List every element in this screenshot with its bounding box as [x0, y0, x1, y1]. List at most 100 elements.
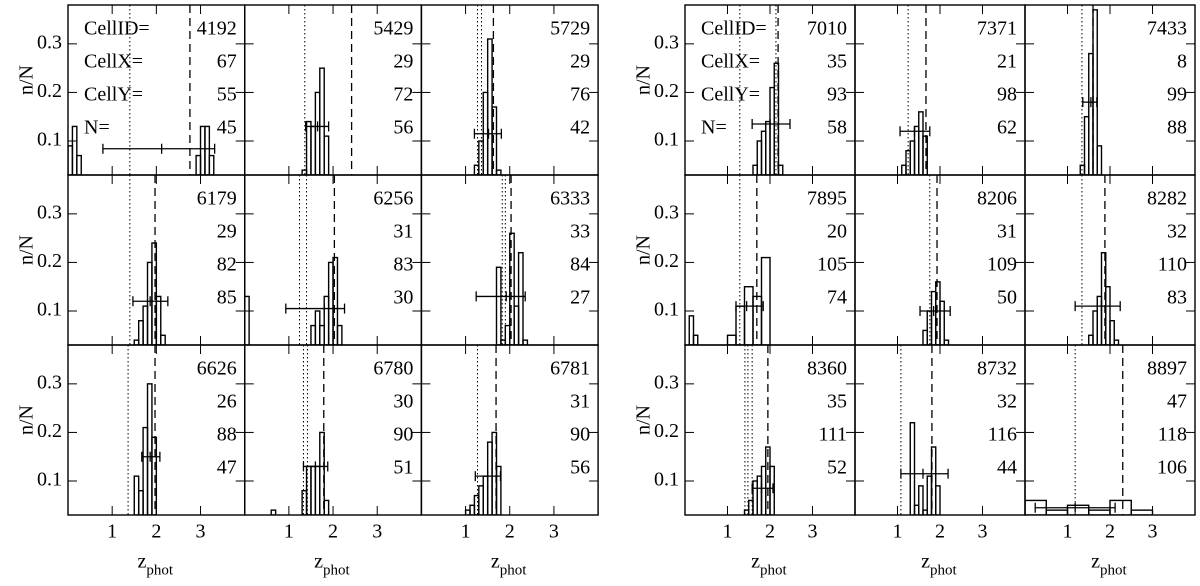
cell-value: 85 [217, 287, 237, 309]
plot-area [900, 345, 949, 515]
histogram-bar [909, 422, 916, 515]
x-tick-label: 1 [107, 521, 117, 543]
cell-value: 31 [570, 391, 590, 413]
cell-value: 4192 [197, 18, 237, 40]
y-tick-label: 0.1 [37, 469, 62, 491]
cell-label: CellX= [84, 51, 143, 73]
histogram-bar [76, 154, 82, 175]
plot-area [301, 5, 353, 175]
cell-value: 83 [393, 254, 413, 276]
cell-value: 109 [987, 254, 1017, 276]
x-tick-label: 3 [808, 521, 818, 543]
cell-value: 30 [393, 391, 413, 413]
x-tick-label: 2 [151, 521, 161, 543]
cell-value: 7895 [807, 188, 847, 210]
histogram-bar [1045, 509, 1069, 515]
cell-value: 27 [570, 287, 590, 309]
plot-area [919, 175, 951, 345]
cell-value: 6256 [373, 188, 413, 210]
x-axis-label: z [137, 551, 146, 573]
x-axis-label: z [314, 551, 323, 573]
cell-value: 8282 [1147, 188, 1187, 210]
plot-area [475, 175, 529, 345]
cell-label: CellY= [701, 84, 760, 106]
x-axis-label-subscript: phot [323, 562, 351, 578]
histogram-bar [935, 485, 941, 515]
panel: 7433 8 99 88 [1024, 4, 1196, 176]
cell-value: 90 [393, 424, 413, 446]
x-axis-label: z [751, 551, 760, 573]
panel: 0.1 0.2 0.3 7010 CellID= 35 CellX= 93 CellY= 58 N=… [633, 4, 856, 176]
cell-value: 35 [827, 391, 847, 413]
cell-value: 31 [997, 221, 1017, 243]
x-axis-label: z [921, 551, 930, 573]
plot-area [1025, 345, 1154, 515]
panel: 6333 33 84 27 [420, 174, 599, 346]
cell-label: CellY= [84, 84, 143, 106]
x-axis-label: z [491, 551, 500, 573]
y-tick-label: 0.2 [37, 250, 62, 272]
y-tick-label: 0.1 [37, 129, 62, 151]
histogram-bar [773, 62, 780, 175]
panel: 0.1 0.2 0.3 6179 29 82 85 n/N [16, 174, 246, 346]
x-tick-label: 1 [723, 521, 733, 543]
cell-value: 82 [217, 254, 237, 276]
cell-value: 31 [393, 221, 413, 243]
panel: 1 2 3 8897 47 118 106 z phot [1024, 344, 1196, 578]
histogram-bar [495, 266, 502, 345]
cell-value: 7433 [1147, 18, 1187, 40]
plot-area [473, 5, 503, 175]
cell-value: 35 [827, 51, 847, 73]
histogram-bar [1066, 504, 1090, 515]
x-tick-label: 3 [196, 521, 206, 543]
cell-value: 7371 [977, 18, 1017, 40]
cell-value: 84 [570, 254, 590, 276]
y-axis-label: n/N [633, 65, 655, 95]
cell-value: 32 [997, 391, 1017, 413]
histogram-bar [760, 256, 771, 345]
cell-value: 45 [217, 117, 237, 139]
panel: 6256 31 83 30 [243, 174, 423, 346]
cell-value: 56 [393, 117, 413, 139]
plot-area [464, 345, 502, 515]
cell-value: 50 [997, 287, 1017, 309]
cell-value: 88 [217, 424, 237, 446]
histogram-bar [151, 436, 158, 515]
cell-value: 51 [393, 457, 413, 479]
cell-value: 62 [997, 117, 1017, 139]
y-tick-label: 0.3 [37, 371, 62, 393]
x-tick-label: 1 [893, 521, 903, 543]
cell-value: 30 [393, 287, 413, 309]
cell-value: 8206 [977, 188, 1017, 210]
cell-value: 21 [997, 51, 1017, 73]
panel: 1 2 3 6780 30 90 51 z phot [243, 344, 423, 578]
cell-value: 111 [818, 424, 847, 446]
y-axis-label: n/N [633, 235, 655, 265]
y-tick-label: 0.3 [654, 31, 679, 53]
cell-value: 56 [570, 457, 590, 479]
cell-value: 98 [997, 84, 1017, 106]
cell-value: 7010 [807, 18, 847, 40]
histogram-bar [943, 339, 950, 345]
histogram-bar [692, 334, 699, 345]
cell-value: 99 [1167, 84, 1187, 106]
panel: 1 2 3 0.1 0.2 0.3 6626 26 88 47 n/N z phot [16, 344, 246, 578]
cell-value: 116 [988, 424, 1017, 446]
cell-value: 29 [570, 51, 590, 73]
histogram-bar [332, 256, 339, 345]
histogram-bar [1096, 145, 1103, 175]
plot-area [270, 345, 330, 515]
y-tick-label: 0.1 [654, 469, 679, 491]
histogram-bar [319, 67, 325, 175]
y-tick-label: 0.2 [37, 80, 62, 102]
cell-value: 83 [1167, 287, 1187, 309]
y-tick-label: 0.1 [654, 129, 679, 151]
cell-value: 5729 [550, 18, 590, 40]
cell-value: 93 [827, 84, 847, 106]
y-axis-label: n/N [16, 405, 38, 435]
panel: 1 2 3 8732 32 116 44 z phot [854, 344, 1026, 578]
x-axis-label: z [1091, 551, 1100, 573]
panel: 1 2 3 6781 31 90 56 z phot [420, 344, 599, 578]
cell-value: 29 [393, 51, 413, 73]
